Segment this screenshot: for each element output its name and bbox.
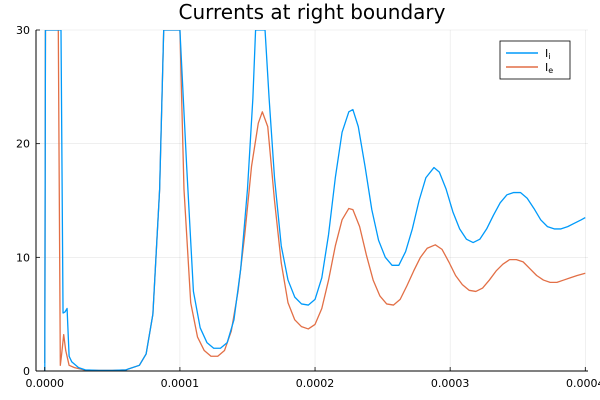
legend-label: Ie (545, 61, 553, 75)
x-tick-label: 0.0001 (161, 377, 200, 390)
y-tick-label: 20 (16, 138, 30, 151)
chart-title: Currents at right boundary (179, 0, 446, 24)
legend-box (499, 40, 571, 80)
x-tick-label: 0.0003 (431, 377, 470, 390)
axes (35, 30, 588, 372)
y-tick-label: 30 (16, 24, 30, 37)
series-lines (44, 30, 586, 371)
legend-label: Ii (545, 47, 550, 61)
y-tick-label: 0 (23, 365, 30, 378)
x-tick-label: 0.0000 (26, 377, 65, 390)
x-tick-label: 0.0002 (296, 377, 335, 390)
x-tick-label: 0.0004 (566, 377, 600, 390)
tick-labels: 0.0000 0.0001 0.0002 0.0003 0.0004 0 10 20 30 (16, 24, 600, 390)
series-line-I-i (44, 30, 586, 371)
y-tick-label: 10 (16, 251, 30, 264)
